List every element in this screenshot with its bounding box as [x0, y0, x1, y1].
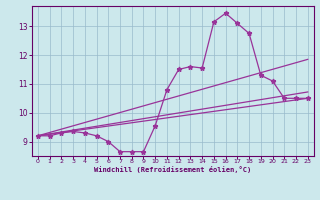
X-axis label: Windchill (Refroidissement éolien,°C): Windchill (Refroidissement éolien,°C) [94, 166, 252, 173]
